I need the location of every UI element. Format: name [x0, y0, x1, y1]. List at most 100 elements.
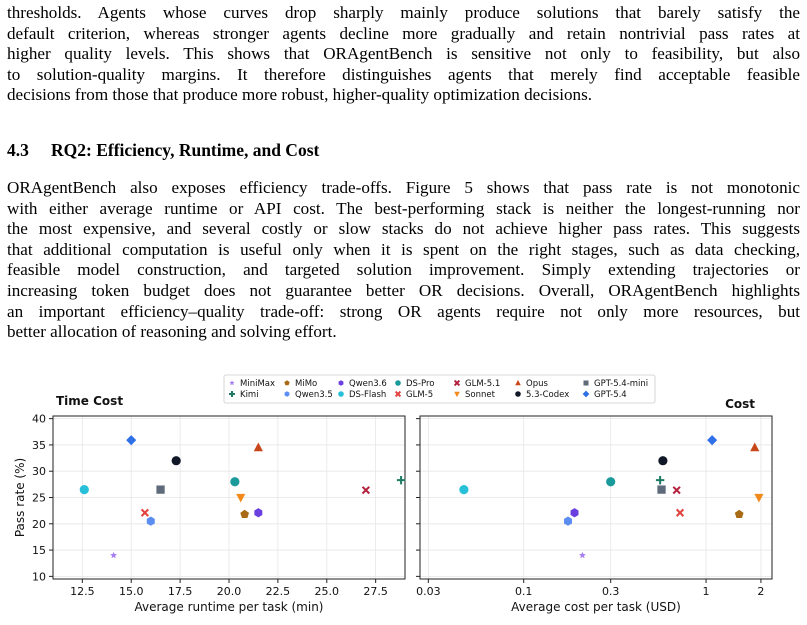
- section-title: RQ2: Efficiency, Runtime, and Cost: [51, 140, 320, 160]
- x-tick-label: 17.5: [168, 585, 193, 598]
- x-tick-label: 15.0: [119, 585, 144, 598]
- paragraph-main-line: ORAgentBench also exposes efficiency tra…: [7, 178, 800, 197]
- legend-marker-ds-pro: [395, 380, 401, 386]
- data-point-kimi: [396, 475, 406, 485]
- legend-label: Opus: [526, 379, 548, 389]
- data-point-gpt-5-4-mini: [156, 485, 165, 494]
- paragraph-main: ORAgentBench also exposes efficiency tra…: [7, 178, 800, 343]
- data-point-qwen3-5: [146, 516, 155, 526]
- legend-label: GPT-5.4: [594, 390, 627, 400]
- legend-label: DS-Flash: [349, 390, 386, 400]
- data-point-ds-flash: [459, 485, 469, 495]
- legend-marker-glm-5: [394, 390, 402, 398]
- x-tick-label: 27.5: [363, 585, 388, 598]
- y-tick-label: 20: [32, 518, 46, 531]
- y-tick-label: 30: [32, 465, 46, 478]
- cost-panel: 0.03 0.1 0.3 1 2 Average cost per task (USD) C…: [416, 397, 773, 614]
- legend-marker-mimo: [284, 380, 290, 386]
- time-cost-panel: 12.5 15.0 17.5 20.0 22.5 25.0 27.5 10 15 20 25 30 35…: [13, 394, 406, 614]
- legend-marker-ds-flash: [338, 391, 344, 397]
- legend-marker-opus: [515, 379, 521, 386]
- legend-label: GLM-5.1: [465, 379, 500, 389]
- data-point-sonnet: [754, 493, 764, 503]
- x-tick-label: 22.5: [266, 585, 291, 598]
- x-tick-label: 0.3: [602, 585, 620, 598]
- legend-label: DS-Pro: [406, 379, 435, 389]
- paragraph-top-line: decisions from those that produce more r…: [7, 85, 592, 105]
- y-tick-label: 25: [32, 492, 46, 505]
- x-tick-label: 2: [757, 585, 764, 598]
- legend-label: GLM-5: [406, 390, 433, 400]
- paragraph-top-line: default criterion, whereas stronger agen…: [7, 23, 800, 43]
- data-point-ds-flash: [79, 485, 89, 495]
- legend-label: Qwen3.5: [295, 390, 333, 400]
- y-tick-label: 35: [32, 439, 46, 452]
- data-point-ds-pro: [606, 477, 616, 487]
- chart-title-cost: Cost: [725, 397, 755, 411]
- y-tick-label: 10: [32, 570, 46, 583]
- x-tick-label: 0.1: [515, 585, 533, 598]
- legend-marker-qwen3-5: [284, 391, 290, 397]
- legend-marker-glm-5-1: [453, 379, 461, 387]
- x-tick-label: 12.5: [70, 585, 95, 598]
- legend-marker-qwen3-6: [338, 380, 344, 386]
- legend-label: Sonnet: [465, 390, 496, 400]
- legend-label: MiniMax: [240, 379, 275, 389]
- x-axis-label: Average runtime per task (min): [135, 600, 324, 614]
- paragraph-main-line: the most expensive, and several costly o…: [7, 219, 800, 239]
- data-point-qwen3-6: [570, 508, 579, 518]
- x-tick-label: 0.03: [416, 585, 441, 598]
- legend-label: GPT-5.4-mini: [594, 379, 648, 389]
- data-point-glm-5-1: [672, 486, 681, 495]
- data-point-gpt-5-4: [707, 435, 718, 446]
- data-point-opus: [253, 442, 263, 452]
- paragraph-main-line: feasible model construction, and targete…: [7, 260, 800, 280]
- legend-marker-kimi: [229, 391, 235, 397]
- data-point-kimi: [655, 475, 665, 485]
- legend-label: Kimi: [240, 390, 259, 400]
- data-point-glm-5: [140, 508, 149, 517]
- data-point-qwen3-5: [564, 516, 572, 526]
- x-tick-label: 20.0: [217, 585, 242, 598]
- data-point-minimax: [110, 551, 118, 559]
- y-tick-label: 40: [32, 413, 46, 426]
- data-point-mimo: [240, 509, 250, 519]
- paragraph-main-line: increasing token budget does not guarant…: [7, 280, 800, 300]
- paragraph-main-line: better allocation of reasoning and solvi…: [7, 322, 337, 342]
- paragraph-top-line: higher quality levels. This shows that O…: [7, 44, 800, 64]
- legend-marker-5-3-codex: [515, 391, 521, 397]
- y-tick-label: 15: [32, 544, 46, 557]
- legend-label: MiMo: [295, 379, 317, 389]
- x-tick-label: 1: [703, 585, 710, 598]
- data-point-ds-pro: [230, 477, 240, 487]
- data-point-sonnet: [236, 493, 246, 503]
- y-axis-label: Pass rate (%): [13, 458, 27, 537]
- data-point-5-3-codex: [658, 456, 668, 466]
- data-point-5-3-codex: [171, 456, 181, 466]
- paragraph-top-line: thresholds. Agents whose curves drop sha…: [7, 3, 800, 22]
- x-axis-label: Average cost per task (USD): [511, 600, 681, 614]
- legend-marker-minimax: [229, 380, 235, 386]
- data-point-glm-5-1: [361, 486, 370, 495]
- paragraph-top: thresholds. Agents whose curves drop sha…: [7, 3, 800, 106]
- data-point-glm-5: [675, 508, 685, 517]
- data-point-gpt-5-4-mini: [657, 485, 666, 494]
- legend-label: 5.3-Codex: [526, 390, 569, 400]
- x-tick-label: 25.0: [315, 585, 340, 598]
- paragraph-main-line: an important efficiency–quality trade-of…: [7, 301, 800, 321]
- data-point-gpt-5-4: [126, 435, 137, 446]
- section-number: 4.3: [7, 140, 29, 160]
- data-point-mimo: [734, 509, 744, 519]
- paragraph-top-line: to solution-quality margins. It therefor…: [7, 64, 800, 84]
- paragraph-main-line: that additional computation is useful on…: [7, 239, 800, 259]
- chart-title-time-cost: Time Cost: [56, 394, 123, 408]
- legend-marker-gpt-5-4: [582, 390, 590, 398]
- data-point-qwen3-6: [254, 508, 263, 518]
- section-heading: 4.3 RQ2: Efficiency, Runtime, and Cost: [7, 140, 319, 161]
- legend-label: Qwen3.6: [349, 379, 387, 389]
- data-point-opus: [750, 442, 760, 452]
- paragraph-main-line: with either average runtime or API cost.…: [7, 198, 800, 218]
